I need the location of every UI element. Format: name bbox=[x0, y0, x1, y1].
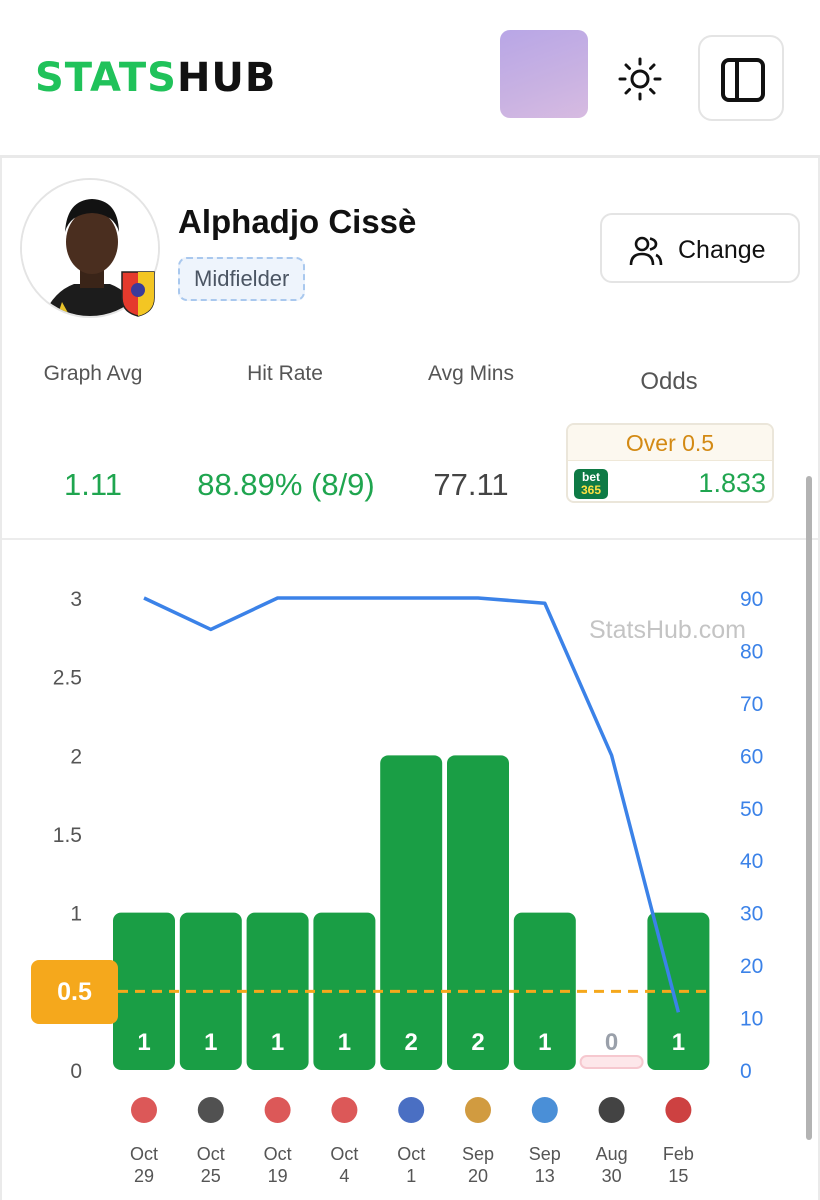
y-tick-label: 2 bbox=[70, 745, 82, 768]
player-silhouette bbox=[22, 180, 158, 316]
y2-tick-label: 50 bbox=[740, 798, 763, 821]
x-tick-month: Aug bbox=[596, 1144, 628, 1164]
bet365-logo: bet 365 bbox=[574, 469, 608, 499]
bar-value-label: 1 bbox=[538, 1029, 551, 1056]
x-tick-day: 4 bbox=[339, 1166, 349, 1186]
odds-line: Over 0.5 bbox=[568, 425, 772, 461]
y-tick-label: 2.5 bbox=[53, 667, 82, 690]
x-tick-month: Oct bbox=[130, 1144, 158, 1164]
y2-tick-label: 40 bbox=[740, 850, 763, 873]
avg-mins-value: 77.11 bbox=[433, 467, 509, 502]
team-logo-icon bbox=[598, 1097, 625, 1123]
bar-value-label: 2 bbox=[471, 1029, 484, 1056]
bar-value-label: 1 bbox=[271, 1029, 284, 1056]
player-name: Alphadjo Cissè bbox=[178, 203, 417, 240]
y2-tick-label: 20 bbox=[740, 955, 763, 978]
team-logo-icon bbox=[665, 1097, 692, 1123]
x-tick-day: 30 bbox=[602, 1166, 622, 1186]
x-tick-month: Feb bbox=[663, 1144, 694, 1164]
team-logo-icon bbox=[264, 1097, 291, 1123]
y2-tick-label: 0 bbox=[740, 1060, 752, 1083]
team-logo-icon bbox=[465, 1097, 491, 1123]
avg-mins-label: Avg Mins bbox=[428, 362, 514, 385]
x-tick-day: 29 bbox=[134, 1166, 154, 1186]
bar-value-label: 1 bbox=[204, 1029, 217, 1056]
scrollbar[interactable] bbox=[806, 476, 812, 1140]
x-tick-day: 15 bbox=[668, 1166, 688, 1186]
change-label: Change bbox=[678, 236, 766, 264]
bar-value-label: 0 bbox=[605, 1029, 618, 1056]
x-tick-day: 13 bbox=[535, 1166, 555, 1186]
y2-tick-label: 60 bbox=[740, 745, 763, 768]
team-logo-icon bbox=[197, 1097, 224, 1123]
chart-watermark: StatsHub.com bbox=[589, 616, 747, 644]
user-avatar[interactable] bbox=[500, 30, 588, 118]
team-logo-icon bbox=[398, 1097, 425, 1123]
y-tick-label: 1 bbox=[70, 903, 82, 926]
section-divider bbox=[2, 538, 818, 540]
y-tick-label: 1.5 bbox=[53, 824, 82, 847]
y-tick-label: 0 bbox=[70, 1060, 82, 1083]
sidebar-panel-icon bbox=[721, 58, 765, 102]
users-icon bbox=[629, 236, 663, 266]
bar-value-label: 2 bbox=[405, 1029, 418, 1056]
bar-value-label: 1 bbox=[672, 1029, 685, 1056]
sun-icon[interactable] bbox=[616, 55, 664, 103]
hit-rate-label: Hit Rate bbox=[247, 362, 323, 385]
threshold-marker[interactable]: 0.5 bbox=[31, 960, 118, 1024]
sidebar-toggle-button[interactable] bbox=[698, 35, 784, 121]
odds-label: Odds bbox=[640, 368, 698, 395]
position-badge: Midfielder bbox=[178, 257, 306, 301]
chart-bar bbox=[380, 755, 443, 1070]
x-tick-month: Oct bbox=[197, 1144, 225, 1164]
y2-tick-label: 90 bbox=[740, 588, 763, 611]
statshub-logo[interactable]: STATSHUB bbox=[35, 55, 277, 101]
hit-rate-value: 88.89% (8/9) bbox=[197, 467, 375, 502]
x-tick-day: 20 bbox=[468, 1166, 488, 1186]
team-logo-icon bbox=[331, 1097, 358, 1123]
odds-card[interactable]: Over 0.5 bet 365 1.833 bbox=[566, 423, 774, 503]
player-chart: 00.511.522.53010203040506070809011112210… bbox=[53, 588, 764, 1186]
top-bar: STATSHUB bbox=[0, 0, 820, 158]
bar-value-label: 1 bbox=[137, 1029, 150, 1056]
change-player-button[interactable]: Change bbox=[600, 213, 800, 283]
bar-value-label: 1 bbox=[338, 1029, 351, 1056]
x-tick-month: Oct bbox=[330, 1144, 358, 1164]
odds-value: 1.833 bbox=[698, 468, 766, 498]
x-tick-day: 19 bbox=[268, 1166, 288, 1186]
graph-avg-label: Graph Avg bbox=[43, 362, 143, 385]
y2-tick-label: 10 bbox=[740, 1008, 763, 1031]
y2-tick-label: 30 bbox=[740, 903, 763, 926]
x-tick-month: Oct bbox=[264, 1144, 292, 1164]
x-tick-month: Oct bbox=[397, 1144, 425, 1164]
y-tick-label: 3 bbox=[70, 588, 82, 611]
graph-avg-value: 1.11 bbox=[63, 467, 123, 502]
x-tick-month: Sep bbox=[529, 1144, 561, 1164]
y2-tick-label: 70 bbox=[740, 693, 763, 716]
y2-tick-label: 80 bbox=[740, 640, 763, 663]
chart-bar-zero bbox=[579, 1055, 644, 1069]
club-crest-icon bbox=[121, 271, 155, 317]
x-tick-month: Sep bbox=[462, 1144, 494, 1164]
chart-bar bbox=[447, 755, 509, 1070]
team-logo-icon bbox=[531, 1097, 558, 1123]
player-photo bbox=[20, 178, 160, 318]
team-logo-icon bbox=[131, 1097, 157, 1123]
x-tick-day: 25 bbox=[201, 1166, 221, 1186]
minutes-line bbox=[143, 596, 681, 1013]
x-tick-day: 1 bbox=[406, 1166, 416, 1186]
